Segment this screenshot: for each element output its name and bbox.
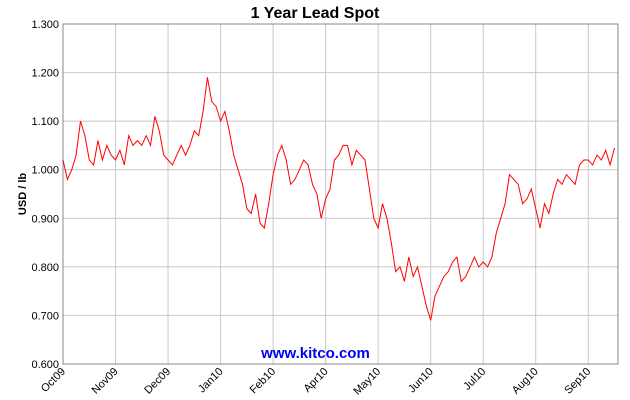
x-tick-label: Sep10 bbox=[562, 366, 593, 397]
x-tick-label: Dec09 bbox=[142, 366, 173, 397]
chart-title: 1 Year Lead Spot bbox=[251, 5, 380, 22]
y-tick-label: 0.600 bbox=[31, 359, 59, 371]
y-tick-label: 0.700 bbox=[31, 310, 59, 322]
y-tick-label: 1.000 bbox=[31, 165, 59, 177]
x-tick-label: Jun10 bbox=[406, 366, 436, 396]
x-tick-label: Feb10 bbox=[248, 366, 279, 397]
y-tick-label: 0.900 bbox=[31, 213, 59, 225]
y-axis-label: USD / lb bbox=[17, 173, 29, 215]
x-tick-label: Nov09 bbox=[90, 366, 121, 397]
y-tick-label: 1.100 bbox=[31, 116, 59, 128]
data-line bbox=[62, 77, 615, 321]
plot-border bbox=[62, 23, 619, 365]
watermark: www.kitco.com bbox=[260, 345, 370, 362]
x-tick-label: Aug10 bbox=[510, 366, 541, 397]
x-tick-label: Jul10 bbox=[461, 366, 488, 393]
y-tick-label: 1.200 bbox=[31, 68, 59, 80]
y-tick-label: 0.800 bbox=[31, 262, 59, 274]
y-tick-label: 1.300 bbox=[31, 19, 59, 31]
x-tick-label: May10 bbox=[351, 366, 383, 398]
x-tick-label: Apr10 bbox=[301, 366, 330, 395]
x-tick-label: Jan10 bbox=[196, 366, 226, 396]
